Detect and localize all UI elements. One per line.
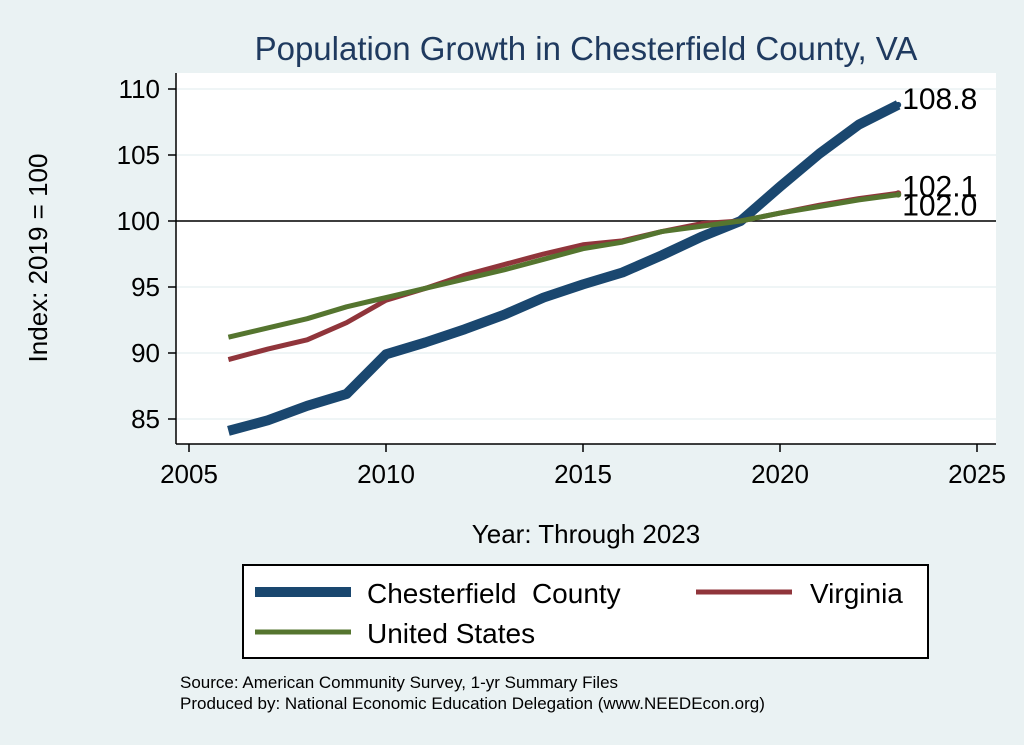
x-axis-title: Year: Through 2023 xyxy=(472,519,700,549)
y-tick-label: 100 xyxy=(117,206,160,236)
x-tick-label: 2005 xyxy=(160,459,218,489)
series-line-united-states xyxy=(227,192,899,340)
x-tick-label: 2015 xyxy=(554,459,612,489)
end-marker-chesterfield xyxy=(895,101,902,108)
producer-note: Produced by: National Economic Education… xyxy=(180,694,765,713)
y-tick-label: 105 xyxy=(117,140,160,170)
x-tick-label: 2010 xyxy=(357,459,415,489)
source-note: Source: American Community Survey, 1-yr … xyxy=(180,673,618,692)
x-tick-label: 2025 xyxy=(948,459,1006,489)
x-tick-label: 2020 xyxy=(751,459,809,489)
end-label-united-states: 102.0 xyxy=(902,190,977,223)
end-label-chesterfield: 108.8 xyxy=(902,83,977,116)
chart-title: Population Growth in Chesterfield County… xyxy=(255,30,918,67)
y-tick-label: 85 xyxy=(131,404,160,434)
legend-label-chesterfield: Chesterfield County xyxy=(367,578,621,609)
axes xyxy=(168,73,996,452)
legend: Chesterfield County Virginia United Stat… xyxy=(242,564,929,659)
series-line-chesterfield xyxy=(227,100,901,436)
legend-label-united-states: United States xyxy=(367,618,535,649)
y-axis-title: Index: 2019 = 100 xyxy=(23,154,53,363)
y-tick-label: 90 xyxy=(131,338,160,368)
y-tick-label: 110 xyxy=(119,74,160,104)
end-label-virginia: 102.1 xyxy=(902,170,977,203)
series-lines xyxy=(227,100,901,436)
y-tick-label: 95 xyxy=(131,272,160,302)
legend-label-virginia: Virginia xyxy=(810,578,903,609)
end-marker-united-states xyxy=(895,191,902,198)
plot-area xyxy=(176,73,996,444)
legend-box xyxy=(242,564,929,659)
tick-labels: 85 90 95 100 105 110 2005 2010 2015 2020 2025 xyxy=(117,74,1006,489)
